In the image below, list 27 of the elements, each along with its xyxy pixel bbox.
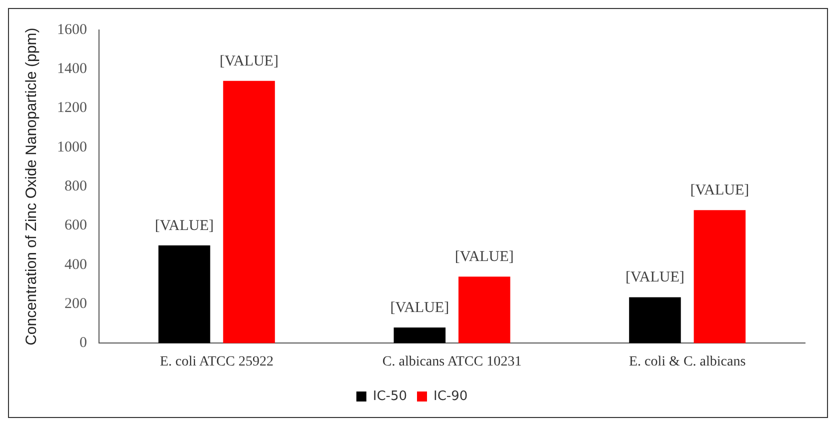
data-label: [VALUE]: [454, 249, 514, 266]
y-tick-label: 1000: [57, 139, 87, 156]
data-label: [VALUE]: [220, 53, 278, 70]
data-label: [VALUE]: [626, 270, 684, 286]
y-tick-label: 1200: [57, 100, 87, 116]
bar: [629, 297, 681, 344]
bar: [394, 328, 446, 344]
y-tick-label: 400: [64, 256, 87, 273]
bar: [158, 245, 210, 344]
y-tick-label: 0: [80, 335, 87, 352]
x-tick-label: E. coli ATCC 25922: [160, 354, 274, 370]
legend-label: IC-90: [434, 388, 468, 404]
bar: [694, 210, 746, 344]
data-label: [VALUE]: [690, 182, 750, 199]
data-label: [VALUE]: [390, 300, 450, 316]
x-tick-label: E. coli & C. albicans: [629, 354, 746, 370]
x-tick-label: C. albicans ATCC 10231: [382, 354, 522, 370]
y-tick-label: 1600: [57, 22, 87, 38]
bar: [458, 276, 510, 344]
legend-label: IC-50: [372, 388, 408, 404]
y-tick-label: 200: [64, 296, 87, 312]
y-axis-title: Concentration of Zinc Oxide Nanoparticle (ppm): [23, 28, 40, 346]
y-tick-label: 600: [64, 218, 87, 234]
bar: [223, 80, 275, 344]
y-tick-label: 1400: [57, 61, 87, 78]
y-tick-label: 800: [64, 178, 87, 195]
data-label: [VALUE]: [154, 218, 214, 234]
